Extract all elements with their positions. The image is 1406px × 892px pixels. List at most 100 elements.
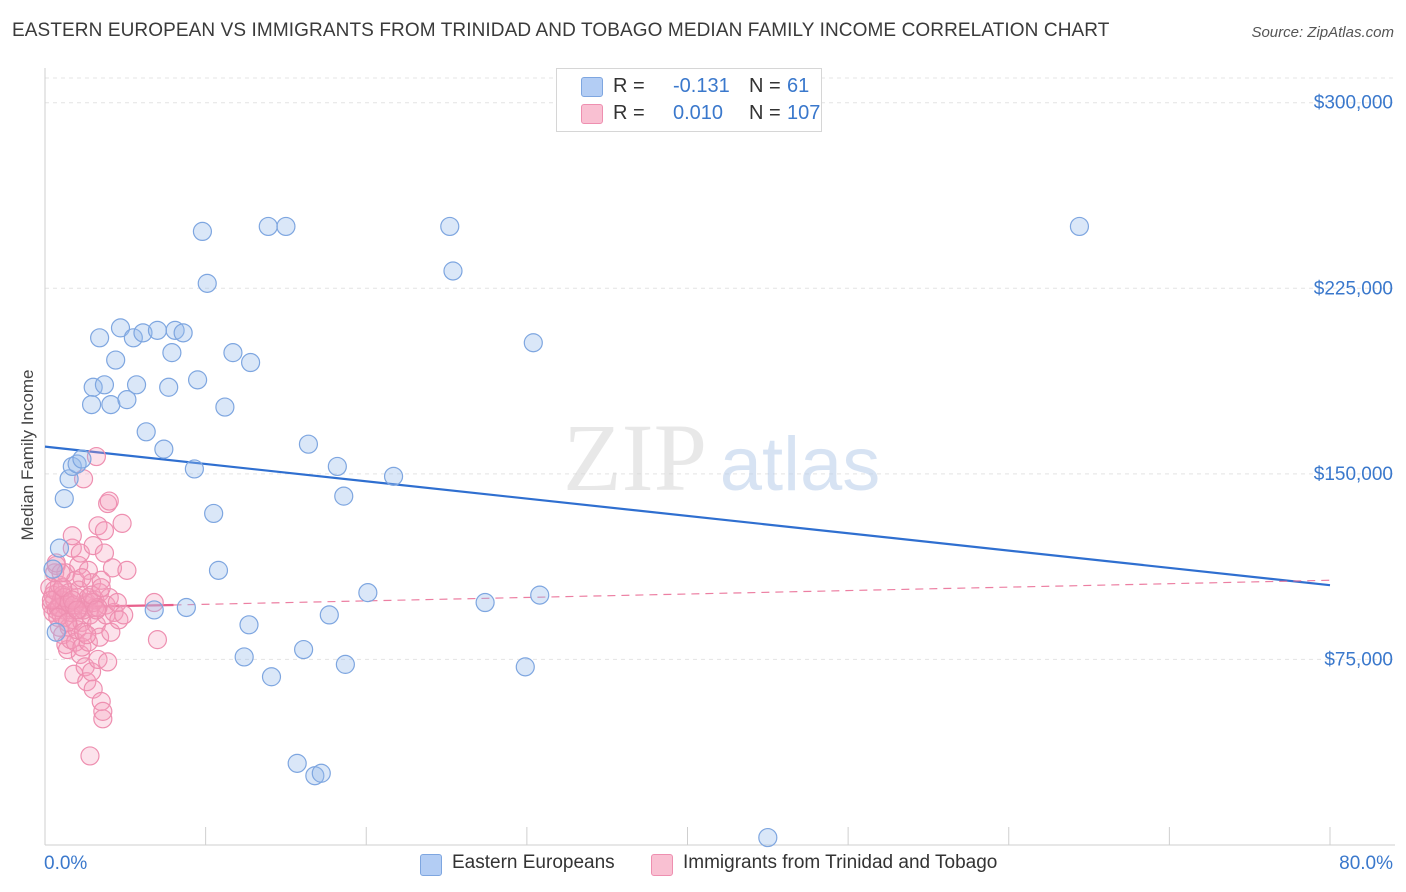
- eastern-european-point: [197, 273, 217, 293]
- watermark-zip: ZIP: [563, 404, 707, 511]
- legend-n-label: N =: [749, 75, 781, 97]
- eastern-european-point: [117, 390, 137, 410]
- trinidad-tobago-point: [99, 491, 119, 511]
- y-tick-label: $300,000: [1314, 93, 1393, 114]
- trinidad-tobago-point: [98, 652, 118, 672]
- eastern-european-point: [223, 343, 243, 363]
- trinidad-tobago-point: [41, 590, 62, 610]
- eastern-european-point: [358, 583, 378, 603]
- eastern-european-point: [72, 449, 92, 469]
- trinidad-tobago-point: [81, 585, 102, 605]
- bottom-legend-swatch-pink: [651, 854, 673, 876]
- trinidad-tobago-point: [86, 446, 107, 467]
- trinidad-tobago-point: [77, 672, 97, 692]
- legend-n-value: 107: [787, 102, 821, 124]
- legend-n-label: N =: [749, 102, 781, 124]
- eastern-european-point: [234, 647, 254, 667]
- eastern-european-point: [311, 763, 331, 783]
- trinidad-tobago-point: [69, 555, 89, 576]
- trinidad-tobago-point: [93, 701, 113, 721]
- legend-swatch-pink: [581, 104, 603, 124]
- eastern-european-point: [443, 261, 463, 281]
- trinidad-tobago-point: [77, 625, 97, 645]
- trinidad-tobago-point: [62, 526, 82, 546]
- y-tick-label: $225,000: [1314, 278, 1393, 299]
- y-tick-label: $150,000: [1314, 464, 1393, 485]
- trinidad-tobago-point: [62, 590, 82, 610]
- trinidad-tobago-point: [144, 592, 164, 613]
- eastern-european-point: [335, 654, 355, 674]
- bottom-legend-label: Eastern Europeans: [452, 852, 615, 873]
- eastern-european-point: [530, 585, 550, 605]
- eastern-european-point: [162, 343, 182, 363]
- eastern-european-point: [383, 466, 404, 486]
- eastern-european-point: [159, 377, 179, 397]
- eastern-european-point: [287, 753, 307, 773]
- eastern-european-point: [59, 469, 79, 489]
- eastern-european-point: [758, 827, 778, 848]
- trinidad-tobago-point: [67, 600, 87, 620]
- eastern-european-point: [215, 397, 235, 417]
- y-tick-label: $75,000: [1324, 649, 1393, 670]
- eastern-european-point: [523, 333, 543, 353]
- points-layer: [40, 216, 1090, 848]
- trinidad-tobago-trend-extension: [173, 579, 1331, 606]
- trinidad-tobago-point: [114, 605, 134, 625]
- eastern-european-point: [46, 622, 66, 642]
- legend-n-value: 61: [787, 75, 810, 97]
- legend-r-value: -0.131: [673, 75, 730, 97]
- chart-source: Source: ZipAtlas.com: [1251, 24, 1394, 41]
- label-layer: $75,000 $150,000 $225,000 $300,000 0.0% 80.0%: [44, 93, 1393, 874]
- trinidad-tobago-point: [102, 558, 123, 578]
- eastern-european-point: [294, 639, 314, 660]
- eastern-european-point: [144, 600, 164, 620]
- eastern-european-point: [126, 375, 147, 395]
- eastern-european-point: [258, 216, 278, 237]
- bottom-legend-label: Immigrants from Trinidad and Tobago: [683, 852, 998, 873]
- legend-r-label: R =: [613, 102, 645, 124]
- eastern-european-point: [154, 439, 174, 459]
- trinidad-tobago-point: [88, 516, 108, 536]
- eastern-european-point: [123, 328, 143, 348]
- trinidad-tobago-point: [78, 560, 98, 580]
- bottom-legend-swatch-blue: [420, 854, 442, 876]
- watermark-atlas: atlas: [720, 422, 881, 507]
- trinidad-tobago-point: [94, 521, 115, 541]
- eastern-european-point: [49, 538, 70, 558]
- eastern-european-point: [184, 459, 204, 479]
- eastern-european-point: [319, 605, 339, 625]
- trinidad-tobago-point: [94, 543, 115, 563]
- axis-layer: [44, 68, 1395, 846]
- trinidad-tobago-point: [93, 709, 113, 729]
- eastern-european-point: [515, 657, 535, 677]
- trinidad-tobago-point: [91, 570, 111, 590]
- legend-swatch-blue: [581, 77, 603, 97]
- watermark: ZIP atlas: [563, 404, 880, 511]
- x-tick-label-end: 80.0%: [1339, 853, 1393, 874]
- eastern-european-point: [110, 318, 131, 338]
- legend-r-value: 0.010: [673, 102, 724, 124]
- eastern-european-point: [147, 320, 168, 340]
- x-tick-label-start: 0.0%: [44, 853, 87, 874]
- eastern-european-point: [276, 216, 296, 237]
- eastern-european-point: [241, 352, 261, 373]
- trinidad-tobago-point: [48, 607, 68, 627]
- eastern-european-point: [133, 323, 153, 343]
- eastern-european-point: [208, 560, 229, 580]
- eastern-european-point: [173, 323, 193, 343]
- eastern-european-point: [327, 456, 347, 477]
- y-axis-label: Median Family Income: [18, 369, 37, 541]
- legend-r-label: R =: [613, 75, 645, 97]
- trinidad-tobago-point: [83, 536, 103, 556]
- eastern-european-point: [165, 320, 185, 340]
- trinidad-tobago-point: [91, 578, 111, 598]
- chart-title: EASTERN EUROPEAN VS IMMIGRANTS FROM TRIN…: [12, 20, 1110, 41]
- eastern-european-point: [43, 559, 63, 579]
- eastern-european-point: [192, 221, 213, 241]
- trinidad-tobago-point: [147, 630, 168, 650]
- trinidad-tobago-point: [117, 560, 137, 580]
- eastern-european-point: [334, 486, 354, 506]
- correlation-legend: R = -0.131 N = 61 R = 0.010 N = 107: [556, 68, 822, 132]
- eastern-european-point: [475, 592, 495, 613]
